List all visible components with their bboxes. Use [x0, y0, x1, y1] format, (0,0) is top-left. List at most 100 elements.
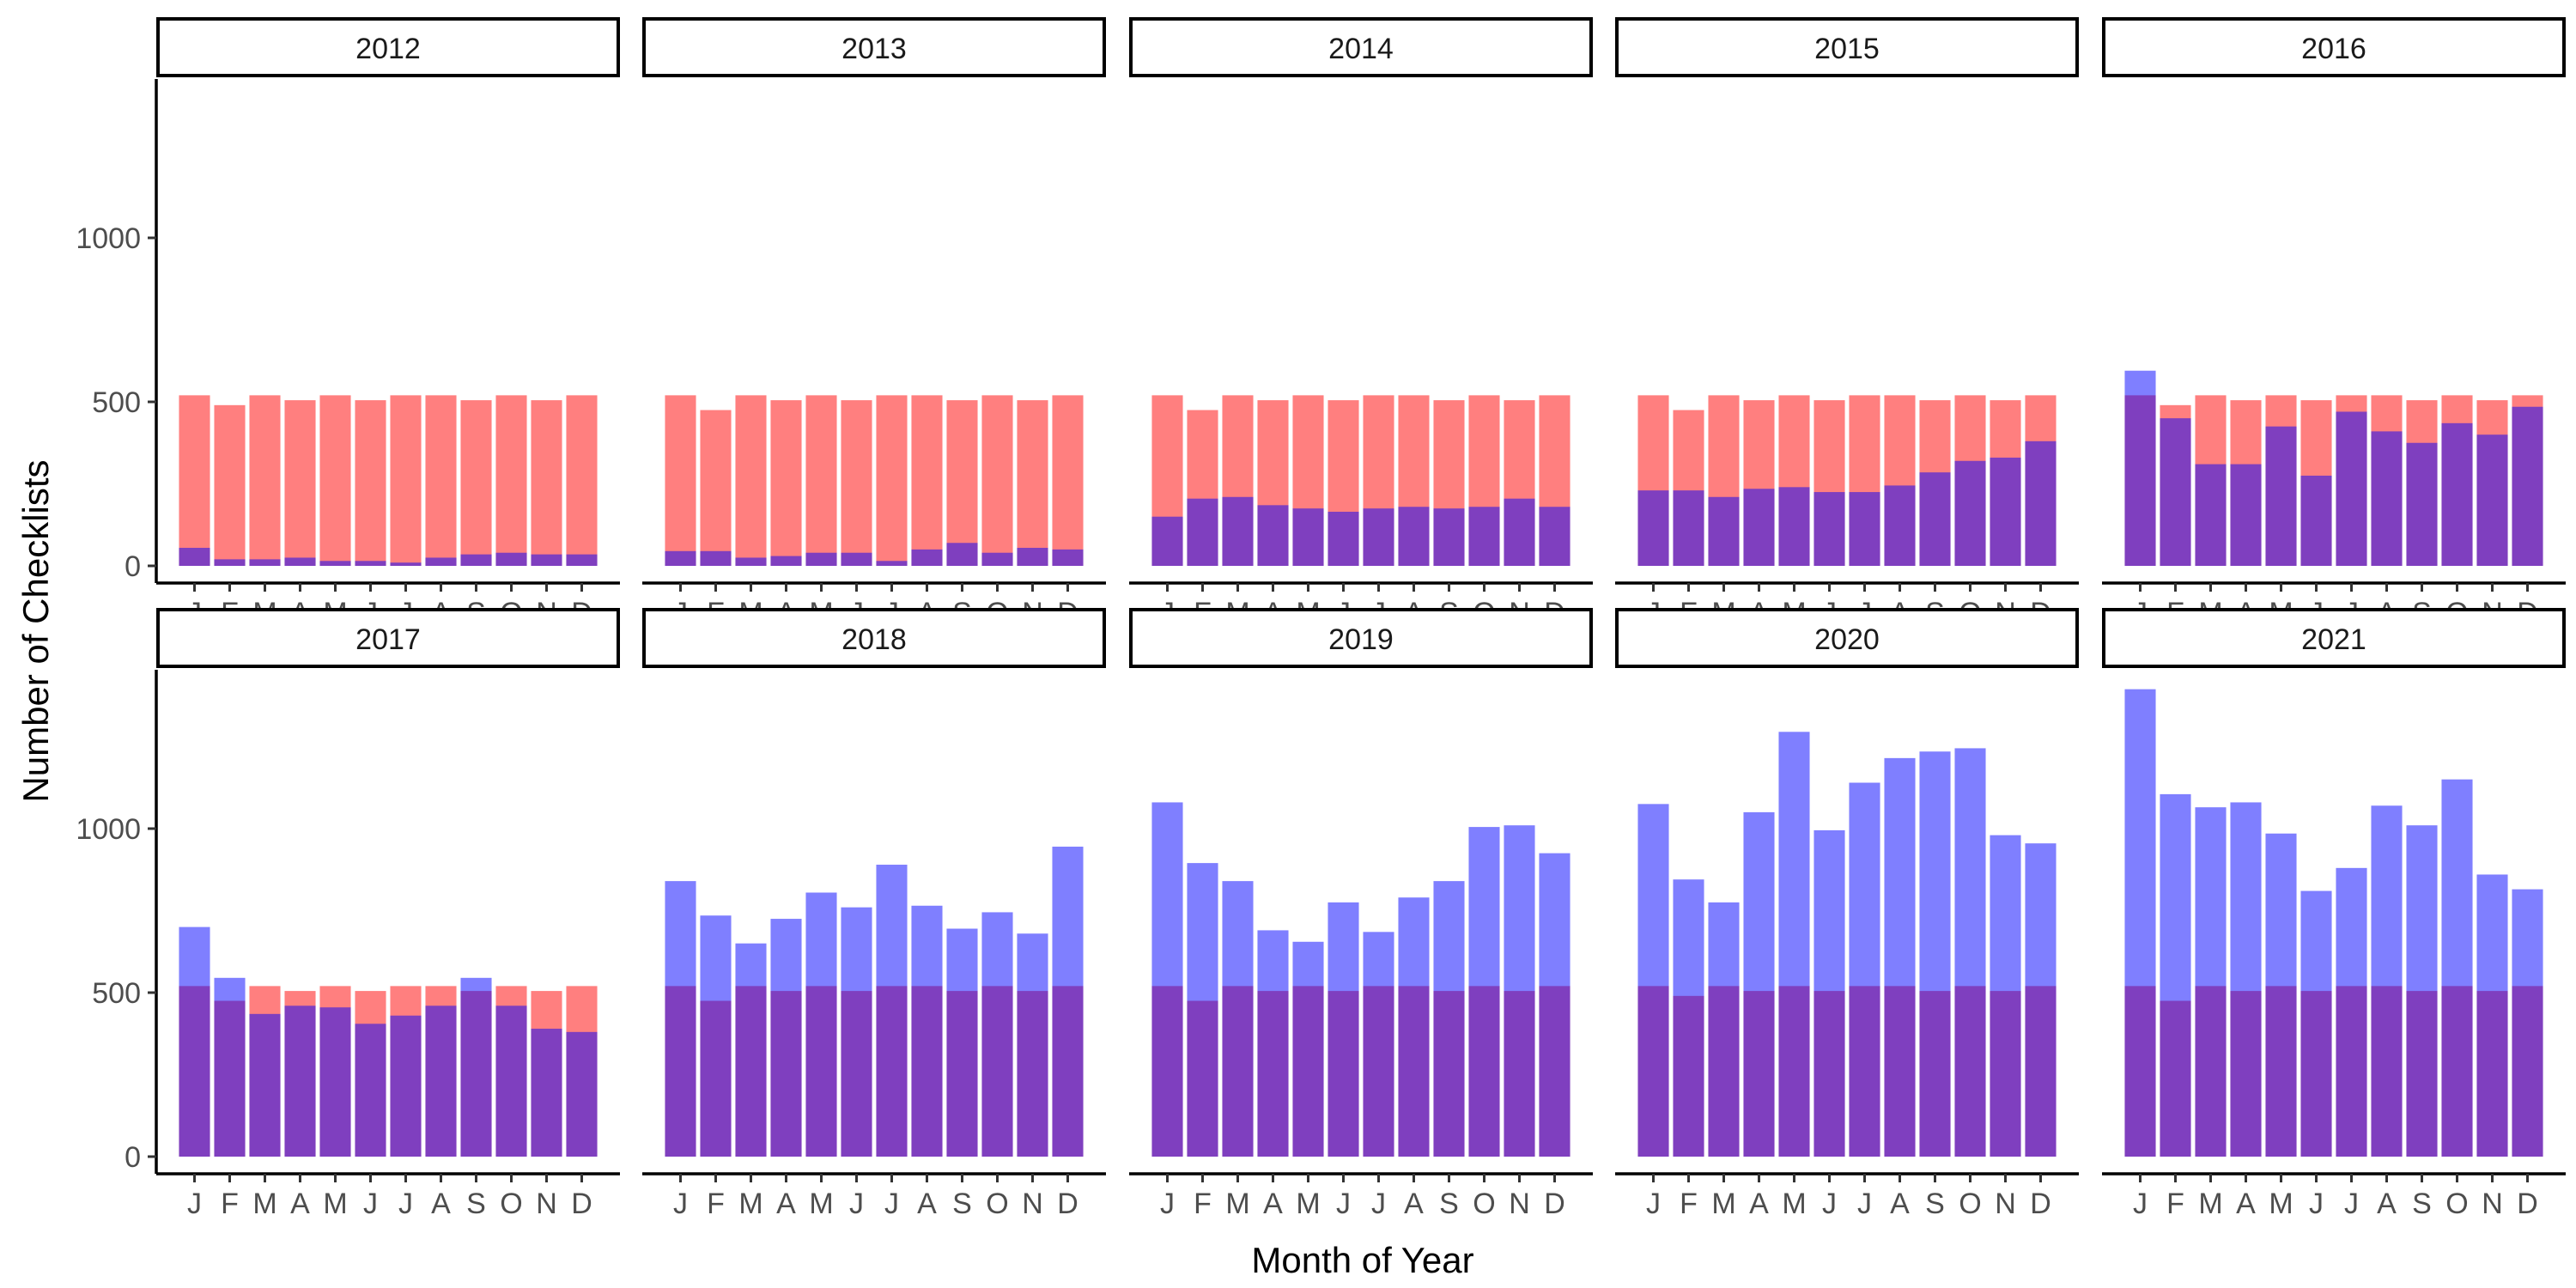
- bar-b-2019-4: [1257, 930, 1289, 1157]
- bar-b-2014-2: [1187, 498, 1218, 566]
- bar-b-2014-9: [1433, 508, 1465, 566]
- bar-b-2014-12: [1539, 507, 1571, 566]
- bar-b-2013-11: [1017, 547, 1048, 566]
- bar-a-2013-1: [665, 395, 696, 566]
- x-tick-label: F: [1194, 1188, 1212, 1220]
- x-tick-label: M: [2269, 1188, 2293, 1220]
- bar-b-2016-7: [2336, 411, 2367, 566]
- facet-strip-label: 2012: [355, 33, 421, 65]
- bar-b-2013-10: [981, 552, 1013, 566]
- x-tick-label: M: [2198, 1188, 2222, 1220]
- facet-panels: 2012JFMAMJJASOND050010002013JFMAMJJASOND…: [76, 17, 2566, 1220]
- x-tick-label: A: [776, 1188, 796, 1220]
- x-tick-label: J: [1160, 1188, 1175, 1220]
- bar-b-2013-4: [770, 556, 802, 566]
- bar-a-2013-12: [1052, 395, 1084, 566]
- bar-b-2015-9: [1919, 472, 1951, 566]
- bar-b-2021-12: [2512, 889, 2543, 1157]
- bar-a-2012-3: [249, 395, 281, 566]
- bar-a-2012-2: [214, 404, 246, 566]
- bar-a-2013-10: [981, 395, 1013, 566]
- bar-b-2012-12: [566, 554, 598, 566]
- bar-b-2019-6: [1327, 902, 1359, 1157]
- bar-b-2012-5: [319, 561, 351, 566]
- x-tick-label: A: [1749, 1188, 1769, 1220]
- bar-b-2014-5: [1292, 508, 1324, 566]
- facet-strip: [2102, 17, 2566, 77]
- bar-b-2021-9: [2406, 825, 2438, 1157]
- y-tick-label: 1000: [76, 222, 141, 255]
- bar-b-2019-5: [1292, 941, 1324, 1157]
- x-tick-label: S: [1925, 1188, 1945, 1220]
- bar-a-2013-7: [876, 395, 908, 566]
- bar-b-2020-3: [1708, 902, 1740, 1157]
- bar-b-2020-8: [1884, 757, 1916, 1157]
- y-tick-label: 500: [92, 386, 141, 419]
- bar-a-2013-8: [911, 395, 943, 566]
- bar-b-2019-11: [1504, 825, 1535, 1157]
- x-tick-label: S: [466, 1188, 486, 1220]
- x-tick-label: N: [1995, 1188, 2016, 1220]
- bar-b-2021-10: [2441, 779, 2473, 1157]
- bar-b-2017-5: [319, 1007, 351, 1157]
- bar-b-2016-2: [2160, 418, 2191, 566]
- x-tick-label: D: [571, 1188, 592, 1220]
- bar-b-2016-1: [2124, 370, 2156, 566]
- bar-b-2017-10: [495, 1005, 527, 1157]
- bar-b-2015-12: [2025, 440, 2057, 566]
- bar-b-2012-6: [355, 561, 386, 566]
- bar-b-2015-1: [1637, 490, 1669, 566]
- bar-b-2014-10: [1468, 507, 1500, 566]
- bar-b-2013-12: [1052, 549, 1084, 566]
- bar-b-2016-3: [2195, 464, 2227, 566]
- bar-a-2012-4: [284, 400, 316, 566]
- bar-a-2012-9: [460, 400, 492, 566]
- facet-strip-label: 2018: [841, 623, 907, 656]
- bar-b-2012-1: [179, 547, 210, 566]
- bar-a-2012-1: [179, 395, 210, 566]
- bar-b-2013-7: [876, 561, 908, 566]
- bar-b-2018-11: [1017, 933, 1048, 1157]
- x-tick-label: M: [1296, 1188, 1320, 1220]
- x-tick-label: M: [738, 1188, 762, 1220]
- x-tick-label: J: [1371, 1188, 1386, 1220]
- bar-b-2020-11: [1990, 835, 2021, 1157]
- facet-strip-label: 2014: [1328, 33, 1394, 65]
- bar-b-2013-2: [700, 550, 732, 566]
- bar-b-2013-8: [911, 549, 943, 566]
- bar-b-2015-2: [1673, 490, 1704, 566]
- facet-panel-2012: 2012JFMAMJJASOND05001000: [76, 17, 620, 629]
- bar-a-2012-8: [425, 395, 457, 566]
- x-tick-label: J: [363, 1188, 378, 1220]
- bar-a-2013-5: [805, 395, 837, 566]
- bar-b-2016-12: [2512, 406, 2543, 566]
- bar-b-2016-4: [2230, 464, 2262, 566]
- bar-b-2018-8: [911, 905, 943, 1157]
- x-tick-label: A: [1404, 1188, 1424, 1220]
- facet-strip: [1129, 17, 1593, 77]
- facet-strip-label: 2020: [1814, 623, 1880, 656]
- bar-b-2012-7: [390, 562, 422, 566]
- facet-strip: [1615, 17, 2079, 77]
- bar-b-2015-8: [1884, 485, 1916, 566]
- bar-b-2018-1: [665, 881, 696, 1157]
- bar-a-2013-2: [700, 410, 732, 566]
- bar-b-2021-6: [2300, 890, 2332, 1157]
- y-tick-label: 500: [92, 977, 141, 1010]
- bar-a-2012-11: [531, 400, 562, 566]
- bar-b-2016-11: [2476, 434, 2508, 566]
- x-tick-label: O: [2445, 1188, 2468, 1220]
- bar-b-2014-8: [1398, 507, 1430, 566]
- bar-b-2021-7: [2336, 867, 2367, 1157]
- facet-strip: [642, 17, 1106, 77]
- x-tick-label: M: [809, 1188, 833, 1220]
- x-tick-label: M: [1711, 1188, 1735, 1220]
- bar-b-2019-7: [1363, 932, 1394, 1157]
- bar-b-2021-11: [2476, 874, 2508, 1157]
- bar-b-2017-9: [460, 977, 492, 1157]
- bar-b-2015-4: [1743, 489, 1775, 566]
